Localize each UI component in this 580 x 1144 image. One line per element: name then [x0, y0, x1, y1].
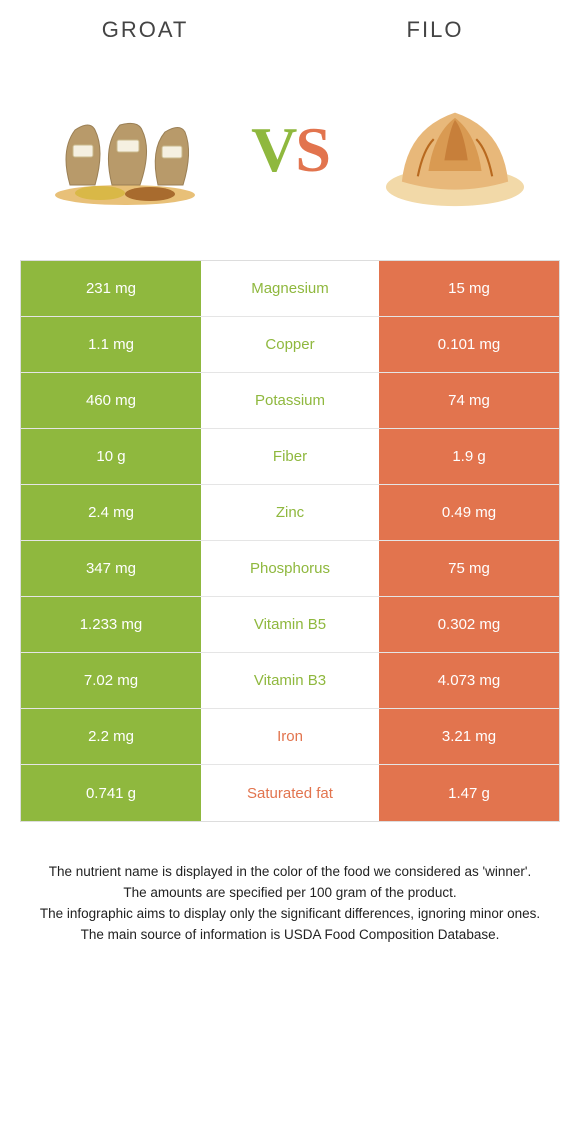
nutrient-label: Phosphorus	[201, 541, 379, 596]
footer-line-4: The main source of information is USDA F…	[30, 925, 550, 946]
left-value: 7.02 mg	[21, 653, 201, 708]
nutrient-label: Vitamin B3	[201, 653, 379, 708]
nutrient-label: Zinc	[201, 485, 379, 540]
nutrient-label: Magnesium	[201, 261, 379, 316]
header-right-title: FILO	[290, 17, 580, 43]
image-row: VS	[0, 60, 580, 240]
table-row: 0.741 gSaturated fat1.47 g	[21, 765, 559, 821]
nutrient-label: Fiber	[201, 429, 379, 484]
right-value: 0.101 mg	[379, 317, 559, 372]
footer-line-2: The amounts are specified per 100 gram o…	[30, 883, 550, 904]
right-value: 75 mg	[379, 541, 559, 596]
right-value: 74 mg	[379, 373, 559, 428]
left-value: 460 mg	[21, 373, 201, 428]
left-food-image	[30, 80, 220, 220]
left-value: 1.233 mg	[21, 597, 201, 652]
right-value: 4.073 mg	[379, 653, 559, 708]
right-value: 1.47 g	[379, 765, 559, 821]
left-value: 10 g	[21, 429, 201, 484]
vs-v: V	[251, 113, 295, 187]
left-value: 1.1 mg	[21, 317, 201, 372]
groat-icon	[40, 90, 210, 210]
right-value: 1.9 g	[379, 429, 559, 484]
nutrient-label: Vitamin B5	[201, 597, 379, 652]
header-row: GROAT FILO	[0, 0, 580, 60]
left-value: 0.741 g	[21, 765, 201, 821]
right-food-image	[360, 80, 550, 220]
table-row: 460 mgPotassium74 mg	[21, 373, 559, 429]
left-value: 2.4 mg	[21, 485, 201, 540]
nutrient-label: Iron	[201, 709, 379, 764]
filo-icon	[370, 86, 540, 214]
nutrient-label: Copper	[201, 317, 379, 372]
nutrient-label: Saturated fat	[201, 765, 379, 821]
header-left-title: GROAT	[0, 17, 290, 43]
table-row: 2.4 mgZinc0.49 mg	[21, 485, 559, 541]
comparison-table: 231 mgMagnesium15 mg1.1 mgCopper0.101 mg…	[20, 260, 560, 822]
footer-line-3: The infographic aims to display only the…	[30, 904, 550, 925]
vs-label: VS	[220, 113, 360, 187]
left-value: 347 mg	[21, 541, 201, 596]
right-value: 0.302 mg	[379, 597, 559, 652]
nutrient-label: Potassium	[201, 373, 379, 428]
table-row: 7.02 mgVitamin B34.073 mg	[21, 653, 559, 709]
left-value: 231 mg	[21, 261, 201, 316]
table-row: 347 mgPhosphorus75 mg	[21, 541, 559, 597]
left-value: 2.2 mg	[21, 709, 201, 764]
right-value: 0.49 mg	[379, 485, 559, 540]
right-value: 3.21 mg	[379, 709, 559, 764]
table-row: 1.233 mgVitamin B50.302 mg	[21, 597, 559, 653]
footer-notes: The nutrient name is displayed in the co…	[30, 862, 550, 946]
table-row: 1.1 mgCopper0.101 mg	[21, 317, 559, 373]
footer-line-1: The nutrient name is displayed in the co…	[30, 862, 550, 883]
vs-s: S	[295, 113, 329, 187]
table-row: 231 mgMagnesium15 mg	[21, 261, 559, 317]
table-row: 10 gFiber1.9 g	[21, 429, 559, 485]
right-value: 15 mg	[379, 261, 559, 316]
table-row: 2.2 mgIron3.21 mg	[21, 709, 559, 765]
